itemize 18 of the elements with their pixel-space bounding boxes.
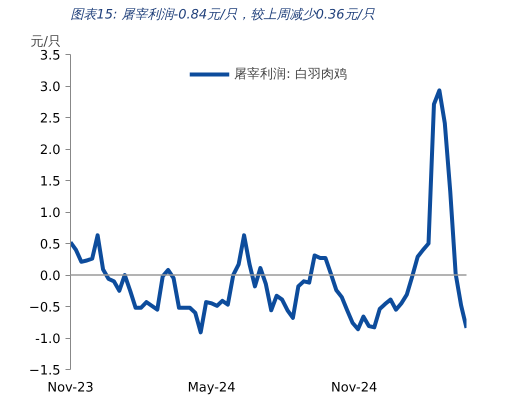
legend-label: 屠宰利润: 白羽肉鸡 <box>234 66 347 83</box>
y-tick-label: 1.0 <box>40 206 61 221</box>
x-tick-label: Nov-24 <box>331 380 378 396</box>
line-series <box>70 88 466 334</box>
y-tick-label: −0.5 <box>28 300 61 316</box>
y-tick-label: 0.5 <box>40 238 61 252</box>
y-tick-label: 3.5 <box>40 48 61 64</box>
y-tick-label: 3.0 <box>40 80 61 95</box>
y-tick-label: 2.0 <box>40 143 61 158</box>
x-tick-label: May-24 <box>188 380 236 396</box>
chart-title: 图表15: 屠宰利润-0.84元/只，较上周减少0.36元/只 <box>70 6 375 22</box>
y-tick-label: -1.0 <box>35 332 61 347</box>
y-tick-label: 0.0 <box>40 269 61 284</box>
y-tick-label: −1.5 <box>28 364 61 378</box>
y-axis-title: 元/只 <box>30 34 61 50</box>
x-tick-label: Nov-23 <box>47 380 94 396</box>
y-tick-label: 2.5 <box>40 112 61 126</box>
y-tick-label: 1.5 <box>40 174 61 190</box>
